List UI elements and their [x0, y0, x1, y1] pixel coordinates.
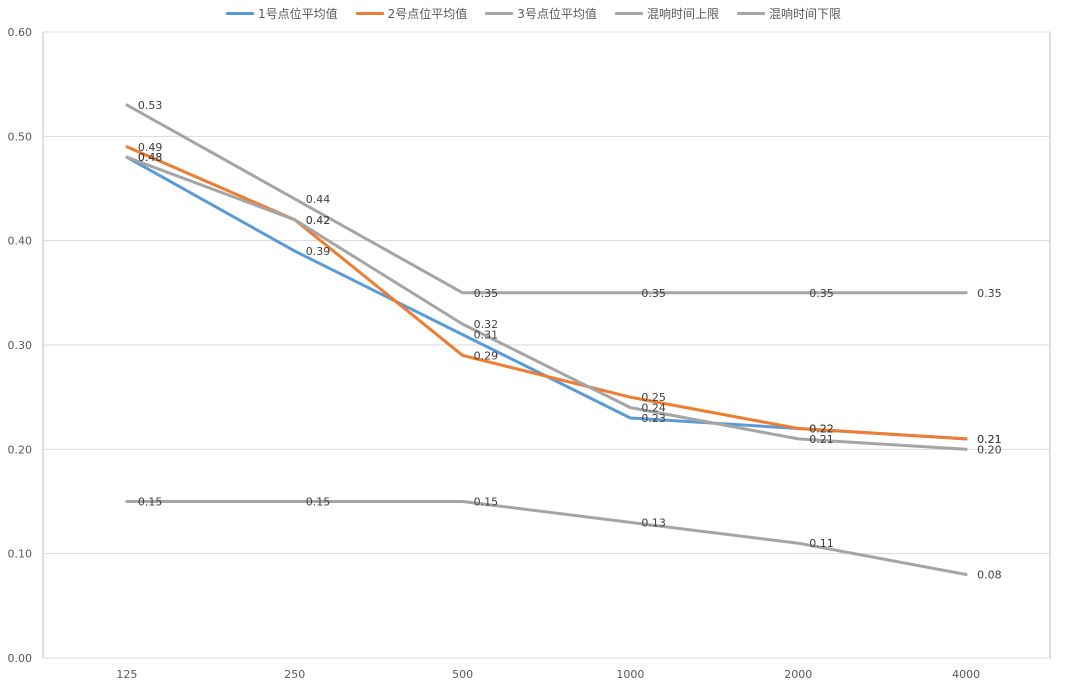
data-label: 0.44 — [306, 193, 331, 206]
data-label: 0.39 — [306, 245, 331, 258]
x-tick-label: 250 — [284, 668, 305, 681]
x-tick-label: 500 — [452, 668, 473, 681]
data-label: 0.20 — [977, 443, 1002, 456]
data-label: 0.35 — [977, 287, 1002, 300]
data-label: 0.15 — [474, 496, 499, 509]
data-label: 0.21 — [977, 433, 1002, 446]
data-label: 0.15 — [138, 496, 163, 509]
legend-label: 混响时间上限 — [646, 7, 719, 21]
gridlines — [42, 31, 1051, 659]
legend-label: 2号点位平均值 — [387, 7, 468, 21]
y-tick-label: 0.40 — [8, 235, 33, 248]
data-label: 0.48 — [138, 151, 163, 164]
legend-swatch — [485, 12, 514, 15]
legend-swatch — [614, 12, 643, 15]
x-tick-label: 125 — [116, 668, 137, 681]
data-label: 0.21 — [977, 433, 1002, 446]
legend-item-5: 混响时间下限 — [736, 5, 841, 22]
legend-swatch — [355, 12, 384, 15]
series-line-1 — [125, 155, 968, 441]
data-label: 0.53 — [138, 99, 163, 112]
legend-swatch — [226, 12, 255, 15]
series-line-2 — [125, 145, 968, 441]
data-label: 0.22 — [809, 422, 834, 435]
data-label: 0.49 — [138, 141, 163, 154]
series-line-5 — [125, 500, 968, 576]
x-tick-label: 4000 — [952, 668, 980, 681]
data-label: 0.22 — [809, 422, 834, 435]
data-label: 0.35 — [641, 287, 666, 300]
data-label: 0.25 — [641, 391, 666, 404]
chart-legend: 1号点位平均值 2号点位平均值 3号点位平均值 混响时间上限 混响时间下限 — [0, 5, 1067, 22]
data-label: 0.24 — [641, 402, 666, 415]
data-label: 0.35 — [809, 287, 834, 300]
legend-label: 混响时间下限 — [768, 7, 841, 21]
series-lines — [125, 103, 968, 576]
data-label: 0.35 — [474, 287, 499, 300]
legend-label: 3号点位平均值 — [517, 7, 597, 21]
axes: 0.00 0.10 0.20 0.30 0.40 0.50 0.60 125 250 500 100… — [8, 26, 981, 681]
legend-item-4: 混响时间上限 — [614, 5, 719, 22]
data-label: 0.29 — [474, 349, 499, 362]
data-label: 0.42 — [306, 214, 331, 227]
legend-label: 1号点位平均值 — [258, 7, 338, 21]
series-line-4 — [125, 103, 968, 295]
data-label: 0.42 — [306, 214, 331, 227]
y-tick-label: 0.20 — [8, 443, 33, 456]
y-tick-label: 0.10 — [8, 548, 33, 561]
data-label: 0.31 — [474, 329, 499, 342]
data-label: 0.15 — [306, 496, 331, 509]
y-tick-label: 0.60 — [8, 26, 33, 39]
data-label: 0.08 — [977, 569, 1002, 582]
data-label: 0.48 — [138, 151, 163, 164]
legend-item-2: 2号点位平均值 — [355, 5, 468, 22]
data-label: 0.11 — [809, 537, 834, 550]
legend-swatch — [736, 12, 765, 15]
y-tick-label: 0.30 — [8, 339, 33, 352]
data-labels: 0.480.390.310.230.220.210.490.420.290.25… — [138, 99, 1002, 582]
data-label: 0.32 — [474, 318, 499, 331]
legend-item-3: 3号点位平均值 — [485, 5, 597, 22]
series-line-3 — [125, 155, 968, 451]
data-label: 0.23 — [641, 412, 666, 425]
y-tick-label: 0.00 — [8, 652, 33, 665]
y-tick-label: 0.50 — [8, 130, 33, 143]
x-tick-label: 1000 — [616, 668, 644, 681]
legend-item-1: 1号点位平均值 — [226, 5, 338, 22]
x-tick-label: 2000 — [784, 668, 812, 681]
data-label: 0.21 — [809, 433, 834, 446]
data-label: 0.13 — [641, 516, 666, 529]
